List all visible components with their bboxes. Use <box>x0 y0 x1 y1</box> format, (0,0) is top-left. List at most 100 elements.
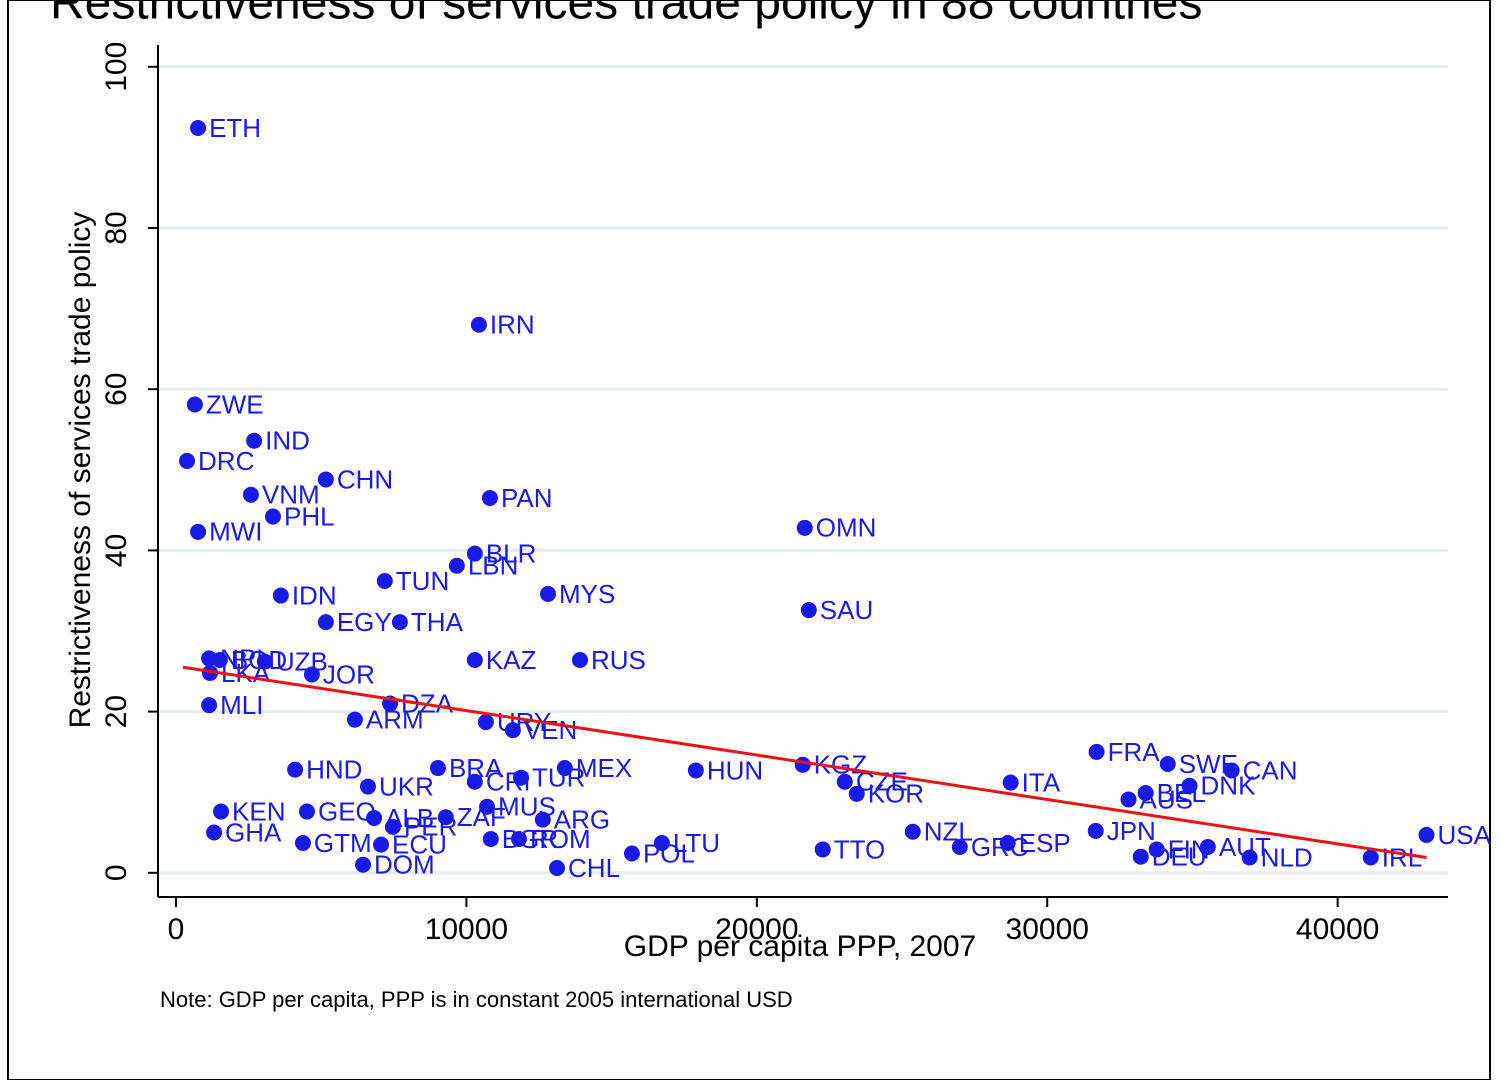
point <box>265 508 282 525</box>
point-label: TTO <box>834 834 886 864</box>
point <box>366 810 383 827</box>
point <box>317 614 334 631</box>
note: Note: GDP per capita, PPP is in constant… <box>160 987 793 1012</box>
point-label: PER <box>404 812 457 842</box>
point <box>287 761 304 778</box>
point <box>256 653 273 670</box>
point <box>848 785 865 802</box>
point <box>294 834 311 851</box>
point-label: CAN <box>1243 755 1298 785</box>
point <box>242 486 259 503</box>
point-label: ARM <box>366 705 424 735</box>
point-label: LKA <box>221 658 271 688</box>
point <box>556 760 573 777</box>
point-label: JPN <box>1107 816 1156 846</box>
point <box>1418 826 1435 843</box>
point <box>482 830 499 847</box>
point <box>179 452 196 469</box>
point-label: LTU <box>673 828 720 858</box>
point-label: POL <box>643 838 695 868</box>
point <box>466 773 483 790</box>
point <box>687 762 704 779</box>
point <box>1088 743 1105 760</box>
y-tick-label: 20 <box>100 695 133 728</box>
point <box>653 834 670 851</box>
x-axis-label: GDP per capita PPP, 2007 <box>624 930 976 963</box>
point-label: ESP <box>1019 828 1071 858</box>
point-label: GEO <box>318 796 376 826</box>
point <box>1120 791 1137 808</box>
point <box>951 839 968 856</box>
point <box>376 573 393 590</box>
point <box>1148 841 1165 858</box>
point-label: SAU <box>820 595 873 625</box>
frame <box>7 0 1491 1081</box>
point-label: MYS <box>559 579 615 609</box>
point-label: PHL <box>284 501 335 531</box>
point-label: CRI <box>486 767 531 797</box>
point-label: NLD <box>1261 842 1313 872</box>
point <box>211 652 228 669</box>
point <box>623 845 640 862</box>
point <box>1181 777 1198 794</box>
y-tick-label: 60 <box>100 372 133 405</box>
point <box>206 824 223 841</box>
y-tick-label: 0 <box>100 864 133 881</box>
point <box>1132 848 1149 865</box>
point <box>794 756 811 773</box>
point <box>549 859 566 876</box>
point <box>373 836 390 853</box>
x-tick-label: 40000 <box>1296 913 1379 946</box>
point-label: DOM <box>374 850 435 880</box>
point <box>540 585 557 602</box>
point-label: ECU <box>392 829 447 859</box>
point-label: IRL <box>1382 842 1422 872</box>
point-label: KAZ <box>486 645 537 675</box>
point-label: DRC <box>198 446 254 476</box>
point <box>470 316 487 333</box>
point <box>298 803 315 820</box>
point-label: ARG <box>554 804 610 834</box>
x-tick-label: 20000 <box>715 913 798 946</box>
point <box>481 490 498 507</box>
point-label: OMN <box>816 513 877 543</box>
point-label: FRA <box>1108 737 1161 767</box>
point-label: USA <box>1438 820 1492 850</box>
point-label: HUN <box>707 755 763 785</box>
y-axis-label: Restrictiveness of services trade policy <box>64 212 97 729</box>
point-label: ITA <box>1022 767 1061 797</box>
fit-line <box>182 665 1427 859</box>
point <box>534 811 551 828</box>
point <box>1362 849 1379 866</box>
point-label: ROM <box>530 824 591 854</box>
point-label: MWI <box>209 517 262 547</box>
point-label: TUR <box>532 763 585 793</box>
point <box>190 523 207 540</box>
point <box>391 614 408 631</box>
point-label: ETH <box>209 113 261 143</box>
point <box>303 666 320 683</box>
point-label: GHA <box>225 817 282 847</box>
point-label: UKR <box>379 771 434 801</box>
point-label: BLR <box>486 538 537 568</box>
x-tick-label: 10000 <box>425 913 508 946</box>
point <box>1199 839 1216 856</box>
point <box>571 652 588 669</box>
point <box>504 722 521 739</box>
point <box>384 818 401 835</box>
point-label: IND <box>265 426 310 456</box>
point-label: PAN <box>501 483 553 513</box>
point <box>1241 849 1258 866</box>
point-label: TUN <box>396 566 449 596</box>
point <box>1002 774 1019 791</box>
point <box>246 432 263 449</box>
point <box>437 809 454 826</box>
point-label: AUS <box>1140 784 1193 814</box>
point-label: CHL <box>568 853 620 883</box>
point <box>190 120 207 137</box>
point <box>201 697 218 714</box>
point-label: BEL <box>1157 778 1206 808</box>
point <box>999 834 1016 851</box>
point-label: KOR <box>868 779 924 809</box>
